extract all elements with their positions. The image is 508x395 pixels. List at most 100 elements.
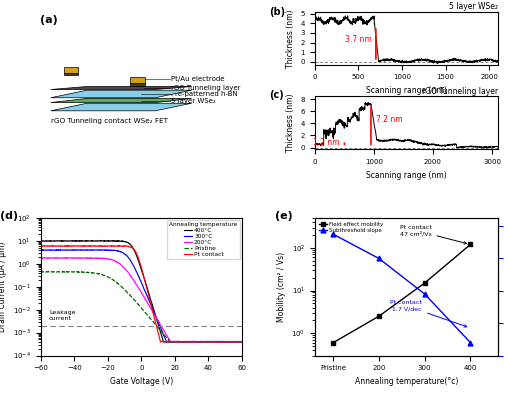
Line: Subthreshold slope: Subthreshold slope [331,232,473,345]
400°C [224,340,230,344]
Pt contact [94,244,101,248]
400°C [219,339,226,344]
Line: Pt contact: Pt contact [41,245,242,342]
300°C [226,340,232,344]
200°C [219,339,226,344]
Y-axis label: Mobility (cm² / Vs): Mobility (cm² / Vs) [277,252,286,322]
300°C [219,339,226,344]
Field effect mobility [376,314,382,319]
Pristine [169,340,175,344]
Y-axis label: Drain Current (μA / μm): Drain Current (μA / μm) [0,241,8,332]
Subthreshold slope [467,340,473,345]
Y-axis label: Thickness (nm): Thickness (nm) [286,9,295,68]
200°C [239,339,245,344]
200°C [38,256,44,261]
200°C [53,255,59,260]
Pt contact [87,244,93,248]
300°C [87,248,93,253]
Polygon shape [51,103,192,111]
300°C [53,247,59,252]
X-axis label: Scanning range (nm): Scanning range (nm) [366,86,447,95]
300°C [195,340,201,344]
Field effect mobility [330,340,336,345]
200°C [195,339,201,344]
300°C [239,339,245,344]
Bar [64,67,78,73]
Polygon shape [51,87,192,90]
200°C [170,339,176,344]
X-axis label: Scanning range (nm): Scanning range (nm) [366,171,447,180]
Text: (c): (c) [269,90,284,100]
Pt contact [226,340,232,344]
Pristine [170,339,176,344]
Text: (d): (d) [1,211,18,221]
Field effect mobility [422,280,428,285]
Pristine [219,339,226,344]
Pristine [38,269,44,274]
200°C [87,256,93,260]
Polygon shape [51,98,192,103]
Text: rGO Tunneling contact WSe₂ FET: rGO Tunneling contact WSe₂ FET [51,118,168,124]
X-axis label: Annealing temperature(°c): Annealing temperature(°c) [355,377,458,386]
Pt contact [65,243,71,248]
Text: Pre-patterned h-BN: Pre-patterned h-BN [172,91,238,97]
Pt contact [38,244,44,248]
400°C [102,239,108,243]
Legend: 400°C, 300°C, 200°C, Pristine, Pt contact: 400°C, 300°C, 200°C, Pristine, Pt contac… [167,220,240,259]
Subthreshold slope [376,256,382,261]
Pristine [43,269,49,274]
Text: Pt contact
1.7 V/dec: Pt contact 1.7 V/dec [391,301,467,327]
Pristine [195,339,201,344]
Text: 1.2 nm: 1.2 nm [313,138,340,147]
Pristine [87,270,93,275]
Bar [130,77,145,83]
Pristine [94,271,101,276]
Pristine [102,273,108,278]
Text: (e): (e) [275,211,293,221]
Line: Field effect mobility: Field effect mobility [331,242,473,345]
400°C [98,238,104,243]
Field effect mobility [467,242,473,247]
Polygon shape [51,90,192,98]
400°C [87,239,93,243]
Text: rGO Tunneling layer: rGO Tunneling layer [172,85,241,91]
Pt contact [219,339,226,344]
Line: Pristine: Pristine [41,271,242,342]
Pt contact [195,339,201,344]
Text: 7.2 nm: 7.2 nm [376,115,402,124]
200°C [102,256,108,261]
Y-axis label: Thickness (nm): Thickness (nm) [286,94,295,152]
Text: 5 layer WSe₂: 5 layer WSe₂ [449,2,498,11]
Text: 5 layer WSe₂: 5 layer WSe₂ [172,98,216,103]
200°C [94,256,101,261]
400°C [170,339,176,344]
Text: 3.7 nm: 3.7 nm [345,35,372,44]
Text: Pt/Au electrode: Pt/Au electrode [172,76,225,82]
Bar [64,73,78,75]
Text: (b): (b) [269,7,285,17]
Legend: Field effect mobility, Subthreshold slope: Field effect mobility, Subthreshold slop… [318,221,384,234]
Pristine [239,339,245,344]
Line: 300°C: 300°C [41,250,242,342]
Pt contact [170,339,176,344]
Text: Pt contact
47 cm²/Vs: Pt contact 47 cm²/Vs [400,225,467,244]
Line: 400°C: 400°C [41,241,242,342]
Pt contact [239,339,245,344]
300°C [170,340,176,344]
300°C [102,248,108,252]
Pt contact [102,244,108,248]
400°C [195,339,201,344]
400°C [239,339,245,344]
Bar [130,83,145,87]
400°C [94,239,101,243]
300°C [38,248,44,252]
Text: rGO Tunneling layer: rGO Tunneling layer [422,87,498,96]
Subthreshold slope [330,232,336,237]
Text: Leakage
current: Leakage current [49,310,76,321]
Subthreshold slope [422,292,428,296]
X-axis label: Gate Voltage (V): Gate Voltage (V) [110,377,173,386]
400°C [38,239,44,243]
300°C [94,248,101,252]
Text: (a): (a) [40,15,57,24]
200°C [217,340,224,344]
